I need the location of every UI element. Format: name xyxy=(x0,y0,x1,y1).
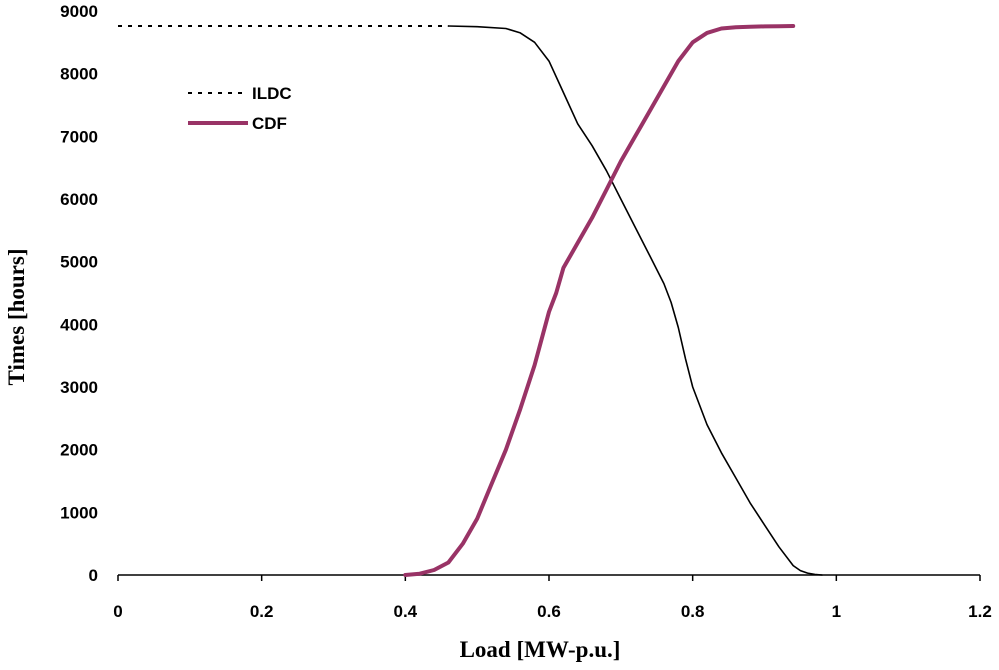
y-tick-label: 3000 xyxy=(60,378,98,397)
x-tick-label: 1 xyxy=(832,602,841,621)
series-layer xyxy=(118,24,823,577)
series-line-ildc-solid-1 xyxy=(447,25,823,576)
x-ticks: 0 0.2 0.4 0.6 0.8 1 1.2 xyxy=(113,575,992,621)
legend: ILDC CDF xyxy=(188,84,292,133)
legend-label-cdf: CDF xyxy=(252,114,287,133)
y-tick-label: 0 xyxy=(89,566,98,585)
y-tick-label: 6000 xyxy=(60,190,98,209)
y-tick-label: 2000 xyxy=(60,441,98,460)
y-tick-label: 5000 xyxy=(60,253,98,272)
axes: 0 0.2 0.4 0.6 0.8 1 1.2 0 1000 2000 3000 4000 5000 6… xyxy=(60,2,992,621)
y-tick-label: 4000 xyxy=(60,315,98,334)
y-tick-label: 8000 xyxy=(60,65,98,84)
x-tick-label: 0 xyxy=(113,602,122,621)
y-tick-label: 1000 xyxy=(60,503,98,522)
x-tick-label: 0.4 xyxy=(394,602,418,621)
x-axis-title: Load [MW-p.u.] xyxy=(460,637,621,662)
x-tick-label: 1.2 xyxy=(968,602,992,621)
x-tick-label: 0.6 xyxy=(537,602,561,621)
x-tick-label: 0.2 xyxy=(250,602,274,621)
legend-label-ildc: ILDC xyxy=(252,84,292,103)
y-ticks: 0 1000 2000 3000 4000 5000 6000 7000 8000 9000 xyxy=(60,2,98,585)
y-tick-label: 7000 xyxy=(60,127,98,146)
y-axis-title: Times [hours] xyxy=(4,249,29,386)
y-tick-label: 9000 xyxy=(60,2,98,21)
series-line-cdf-solid-2 xyxy=(403,24,796,577)
x-tick-label: 0.8 xyxy=(681,602,705,621)
